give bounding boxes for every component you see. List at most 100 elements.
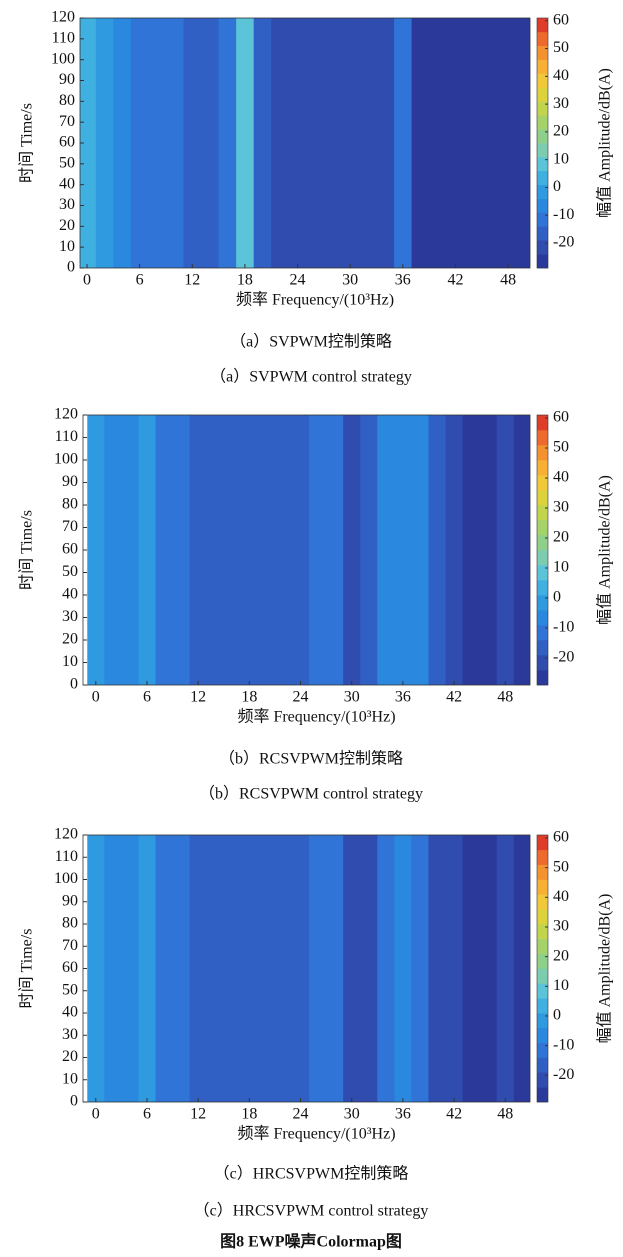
x-tick-label: 48: [500, 272, 516, 289]
colorbar-step: [537, 625, 548, 641]
heat-cell: [428, 415, 447, 685]
y-tick-label: 60: [59, 134, 75, 151]
x-tick-label: 12: [190, 689, 206, 706]
x-tick-label: 24: [293, 689, 309, 706]
colorbar-tick-label: 10: [553, 977, 569, 994]
heat-cell: [218, 18, 237, 268]
y-tick-label: 40: [62, 586, 78, 603]
heat-cell: [201, 18, 220, 268]
colorbar-step: [537, 45, 548, 60]
heat-cell: [326, 415, 344, 685]
heat-cell: [343, 835, 361, 1102]
heat-cell: [445, 835, 464, 1102]
x-tick-label: 36: [395, 1106, 411, 1123]
colorbar-step: [537, 864, 548, 880]
x-tick-label: 30: [344, 1106, 360, 1123]
heat-cell: [236, 18, 255, 268]
heat-cell: [306, 18, 325, 268]
heat-cell: [104, 415, 122, 685]
heat-cell: [206, 415, 225, 685]
colorbar-step: [537, 129, 548, 144]
caption-en: （c）HRCSVPWM control strategy: [194, 1202, 429, 1220]
heat-cell: [121, 835, 139, 1102]
colorbar-step: [537, 924, 548, 940]
colorbar-frame: [536, 834, 549, 1103]
heat-cell: [376, 18, 395, 268]
caption-en: （b）RCSVPWM control strategy: [199, 785, 423, 803]
heat-cell: [309, 415, 327, 685]
figure-title: 图8 EWP噪声Colormap图: [220, 1232, 402, 1251]
heat-cell: [513, 415, 530, 685]
colorbar-step: [537, 998, 548, 1014]
heat-cell: [394, 835, 412, 1102]
colorbar-step: [537, 1013, 548, 1029]
colorbar-step: [537, 184, 548, 199]
colorbar-tick-label: 50: [553, 39, 569, 56]
heat-cell: [462, 415, 481, 685]
colorbar-tick-label: -10: [553, 619, 574, 636]
colorbar-step: [537, 18, 548, 33]
y-tick-label: 10: [62, 1070, 78, 1087]
colorbar-step: [537, 1042, 548, 1058]
heat-cell: [360, 415, 378, 685]
y-tick-label: 70: [59, 113, 75, 130]
y-tick-label: 120: [54, 826, 78, 843]
y-tick-label: 20: [62, 631, 78, 648]
x-tick-label: 18: [237, 272, 253, 289]
heat-cell: [326, 835, 344, 1102]
x-axis-label: 频率 Frequency/(10³Hz): [236, 291, 394, 309]
colorbar-step: [537, 595, 548, 611]
y-tick-label: 70: [62, 937, 78, 954]
heat-cell: [291, 835, 310, 1102]
heat-cell: [394, 415, 412, 685]
colorbar-step: [537, 670, 548, 686]
y-tick-label: 70: [62, 518, 78, 535]
y-axis-label: 时间 Time/s: [18, 510, 36, 590]
heat-cell: [253, 18, 272, 268]
heat-cell: [172, 835, 191, 1102]
heat-cell: [87, 835, 105, 1102]
colorbar-step: [537, 610, 548, 626]
x-tick-label: 36: [395, 689, 411, 706]
colorbar-step: [537, 430, 548, 446]
heat-cell: [394, 18, 413, 268]
y-tick-label: 30: [62, 608, 78, 625]
heat-cell: [343, 415, 361, 685]
colorbar-tick-label: 50: [553, 858, 569, 875]
colorbar-tick-label: 60: [553, 11, 569, 28]
heat-cell: [189, 835, 208, 1102]
colorbar-frame: [536, 414, 549, 686]
colorbar-step: [537, 565, 548, 581]
heat-cell: [155, 835, 174, 1102]
y-tick-label: 50: [59, 155, 75, 172]
colorbar-tick-label: 40: [553, 67, 569, 84]
x-tick-label: 0: [92, 1106, 100, 1123]
y-tick-label: 100: [51, 50, 75, 67]
heat-cell: [138, 835, 157, 1102]
colorbar-step: [537, 550, 548, 566]
heat-cell: [323, 18, 342, 268]
heat-cell: [291, 415, 310, 685]
x-axis-label: 频率 Frequency/(10³Hz): [237, 708, 395, 726]
colorbar-step: [537, 983, 548, 999]
colorbar-step: [537, 415, 548, 431]
colorbar-step: [537, 460, 548, 476]
y-tick-label: 110: [55, 428, 78, 445]
heat-cell: [113, 18, 132, 268]
y-tick-label: 20: [62, 1048, 78, 1065]
heat-cell: [360, 835, 378, 1102]
heat-cell: [481, 18, 500, 268]
y-tick-label: 80: [59, 92, 75, 109]
y-tick-label: 20: [59, 217, 75, 234]
heatmap: [80, 18, 530, 268]
colorbar-tick-label: -20: [553, 234, 574, 251]
colorbar-step: [537, 505, 548, 521]
colorbar-step: [537, 879, 548, 895]
y-tick-label: 0: [70, 1093, 78, 1110]
colorbar-step: [537, 59, 548, 74]
heat-cell: [206, 835, 225, 1102]
colorbar-step: [537, 445, 548, 461]
heat-cell: [464, 18, 483, 268]
colorbar-tick-label: -20: [553, 1066, 574, 1083]
x-tick-label: 36: [395, 272, 411, 289]
